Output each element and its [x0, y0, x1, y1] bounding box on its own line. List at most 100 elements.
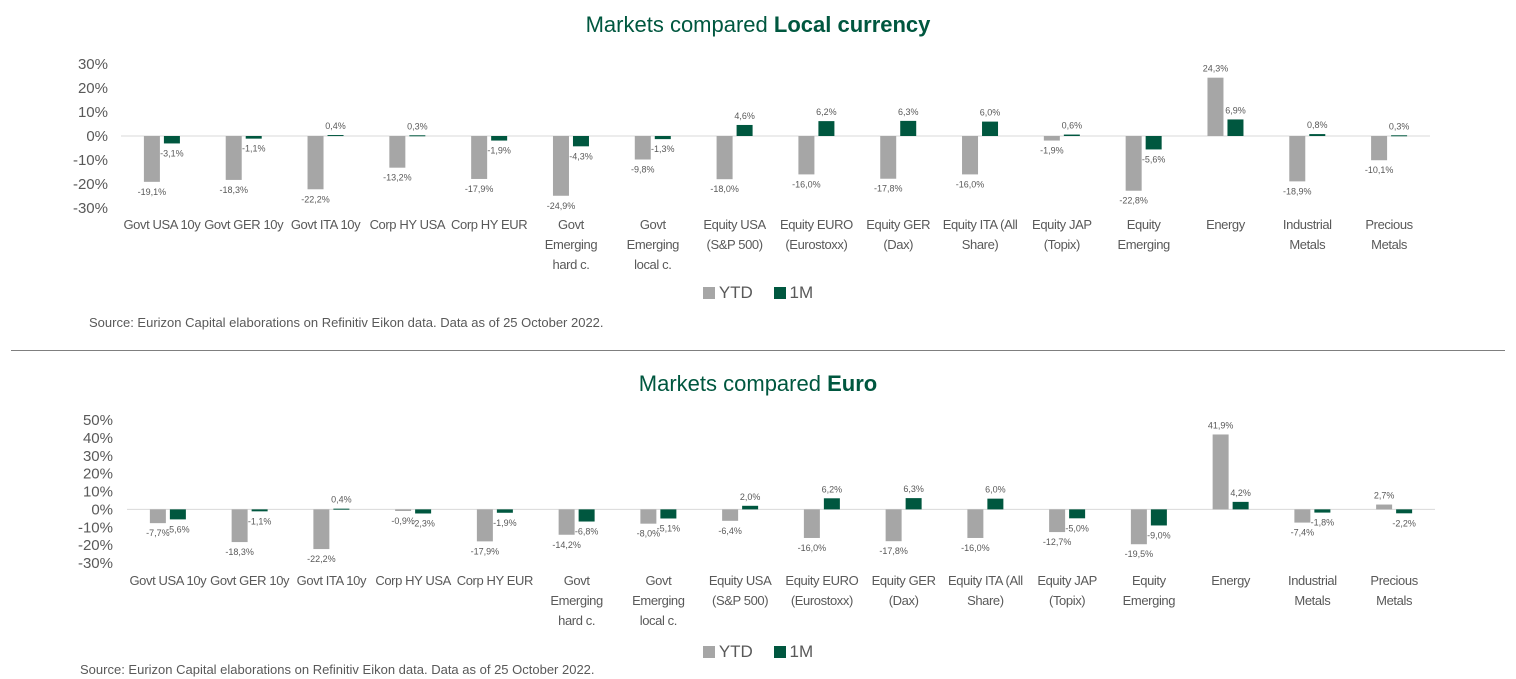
data-label-1m: -4,3%: [569, 151, 593, 161]
y-tick-label: -20%: [73, 176, 108, 193]
bar-1m: [163, 136, 180, 144]
y-tick-label: 50%: [83, 412, 113, 429]
bar-1m: [900, 120, 917, 136]
category-label: Equity: [1127, 217, 1162, 232]
data-label-ytd: 24,3%: [1203, 64, 1229, 74]
bar-1m: [654, 136, 671, 140]
bar-1m: [245, 136, 262, 139]
category-label: Metals: [1376, 593, 1413, 608]
category-label: Govt ITA 10y: [291, 217, 361, 232]
category-label: Precious: [1365, 217, 1413, 232]
category-label: Govt: [640, 217, 667, 232]
category-label: Equity EURO: [780, 217, 853, 232]
data-label-ytd: -7,7%: [146, 528, 170, 538]
bar-ytd: [389, 136, 406, 168]
category-label: Share): [967, 593, 1004, 608]
data-label-1m: 6,3%: [903, 484, 924, 494]
bar-1m: [1069, 509, 1086, 519]
bar-ytd: [640, 509, 657, 524]
bar-1m: [327, 135, 344, 137]
category-label: Share): [962, 237, 999, 252]
category-label: (Dax): [889, 593, 919, 608]
category-label: (S&P 500): [707, 237, 763, 252]
data-label-1m: 6,0%: [980, 108, 1001, 118]
data-label-ytd: 2,7%: [1374, 491, 1395, 501]
data-label-1m: -5,1%: [657, 523, 681, 533]
data-label-1m: 4,2%: [1230, 488, 1251, 498]
bar-1m: [1232, 501, 1249, 510]
category-label: Metals: [1371, 237, 1408, 252]
y-tick-label: 20%: [83, 466, 113, 483]
data-label-ytd: -13,2%: [383, 173, 412, 183]
category-label: Equity EURO: [785, 573, 858, 588]
category-label: Emerging: [1123, 593, 1176, 608]
bar-ytd: [716, 136, 733, 180]
data-label-ytd: -6,4%: [718, 526, 742, 536]
bar-ytd: [552, 136, 569, 196]
data-label-1m: 0,4%: [325, 121, 346, 131]
bar-1m: [491, 136, 508, 141]
y-tick-label: 0%: [86, 128, 108, 145]
legend-label-1m: 1M: [789, 283, 814, 302]
bar-ytd: [1212, 434, 1229, 510]
bar-1m: [1309, 134, 1326, 136]
category-label: Corp HY USA: [375, 573, 451, 588]
bar-1m: [736, 124, 753, 136]
category-label: Emerging: [545, 237, 598, 252]
category-label: Equity USA: [703, 217, 766, 232]
data-label-ytd: -18,0%: [710, 184, 739, 194]
legend-swatch-1m: [773, 646, 786, 658]
bar-1m: [905, 498, 922, 510]
data-label-1m: 6,0%: [985, 485, 1006, 495]
category-label: Precious: [1370, 573, 1418, 588]
bar-1m: [496, 509, 513, 513]
legend-swatch-1m: [773, 287, 786, 299]
y-tick-label: 30%: [78, 56, 108, 73]
bar-ytd: [1289, 136, 1306, 182]
bar-1m: [742, 505, 759, 510]
data-label-ytd: 41,9%: [1208, 420, 1234, 430]
category-label: Equity GER: [872, 573, 936, 588]
chart-title: Markets compared Euro: [0, 371, 1516, 397]
bar-ytd: [1049, 509, 1066, 533]
bar-1m: [1150, 509, 1167, 526]
data-label-ytd: -22,8%: [1119, 196, 1148, 206]
bar-ytd: [634, 136, 651, 160]
category-label: hard c.: [558, 613, 595, 628]
bar-1m: [823, 498, 840, 510]
y-tick-label: -30%: [73, 200, 108, 217]
data-label-ytd: -22,2%: [301, 194, 330, 204]
bar-1m: [660, 509, 677, 519]
data-label-ytd: -16,0%: [792, 179, 821, 189]
category-label: Emerging: [627, 237, 680, 252]
data-label-1m: 2,0%: [740, 492, 761, 502]
bar-1m: [333, 508, 350, 510]
data-label-1m: -1,9%: [487, 146, 511, 156]
data-label-1m: 6,2%: [822, 484, 843, 494]
bar-ytd: [885, 509, 902, 542]
legend-swatch-ytd: [702, 646, 715, 658]
data-label-ytd: -16,0%: [798, 543, 827, 553]
category-label: Metals: [1294, 593, 1331, 608]
y-tick-label: 30%: [83, 448, 113, 465]
category-label: local c.: [640, 613, 677, 628]
chart-title-bold: Local currency: [773, 12, 931, 37]
data-label-ytd: -10,1%: [1365, 165, 1394, 175]
category-label: Energy: [1206, 217, 1246, 232]
data-label-ytd: -18,3%: [219, 185, 248, 195]
category-label: Energy: [1211, 573, 1251, 588]
category-label: Equity USA: [709, 573, 772, 588]
data-label-ytd: -17,9%: [471, 546, 500, 556]
data-label-ytd: -0,9%: [391, 516, 415, 526]
category-label: Equity JAP: [1037, 573, 1097, 588]
data-label-ytd: -17,8%: [874, 184, 903, 194]
legend-item-ytd: YTD: [702, 283, 753, 303]
category-label: Govt USA 10y: [129, 573, 207, 588]
y-tick-label: -10%: [73, 152, 108, 169]
category-label: (Dax): [883, 237, 913, 252]
category-label: (S&P 500): [712, 593, 768, 608]
data-label-1m: 4,6%: [734, 111, 755, 121]
bar-1m: [1391, 135, 1408, 137]
legend-label-1m: 1M: [789, 642, 814, 661]
data-label-1m: -1,3%: [651, 144, 675, 154]
